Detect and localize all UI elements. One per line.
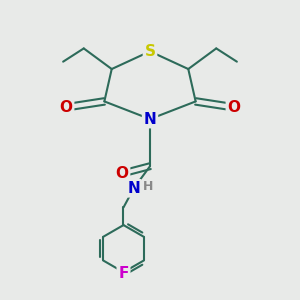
- Text: O: O: [227, 100, 240, 115]
- Text: O: O: [60, 100, 73, 115]
- Text: O: O: [116, 166, 128, 181]
- Text: N: N: [144, 112, 156, 127]
- Text: F: F: [118, 266, 129, 281]
- Text: H: H: [143, 180, 154, 193]
- Text: S: S: [145, 44, 155, 59]
- Text: N: N: [128, 181, 140, 196]
